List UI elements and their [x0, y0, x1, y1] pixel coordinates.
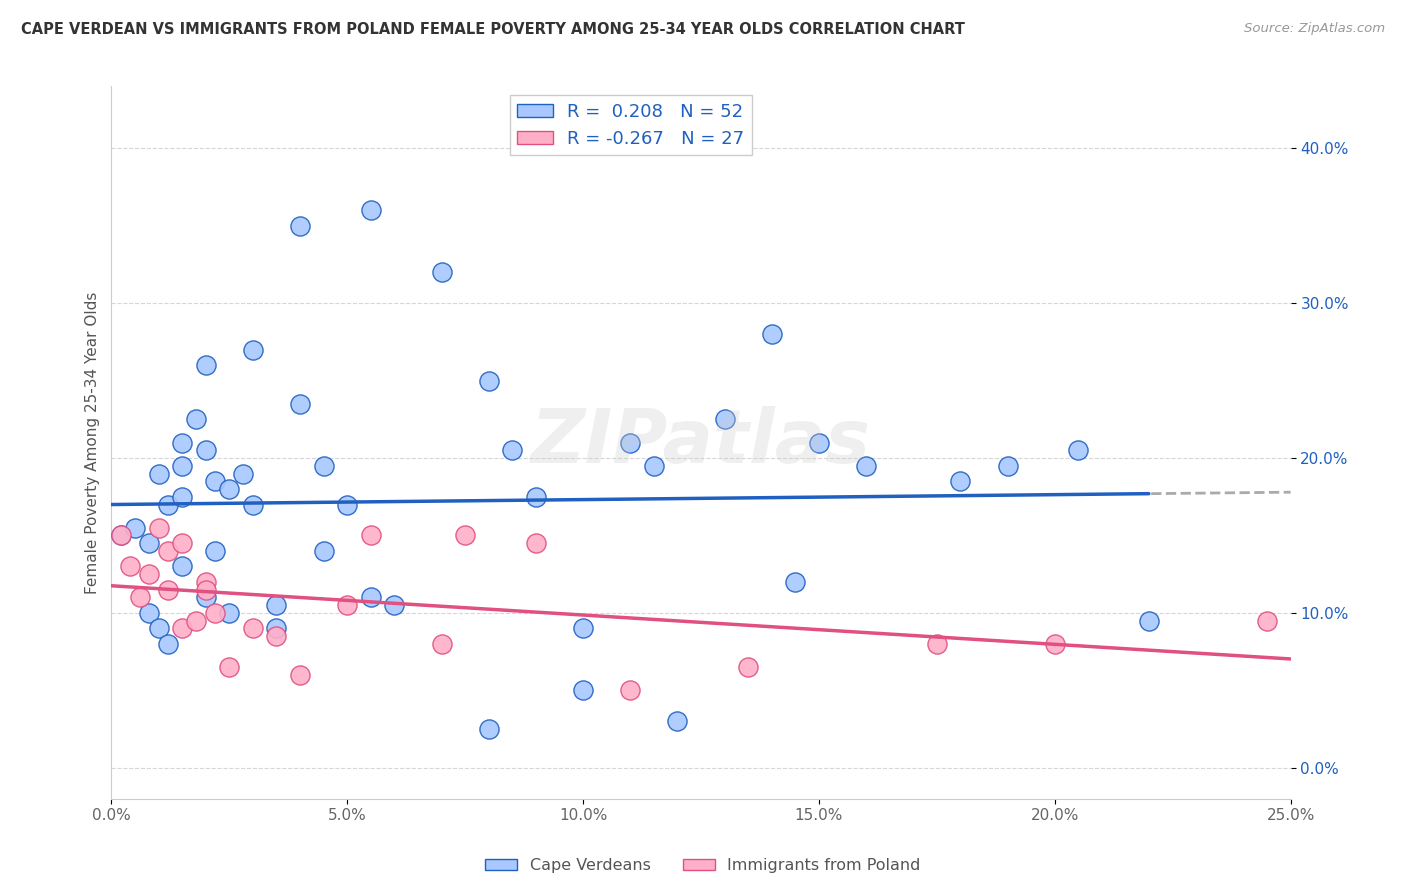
Point — [172, 435, 194, 450]
Point — [855, 458, 877, 473]
Point — [172, 559, 194, 574]
Point — [156, 498, 179, 512]
Point — [194, 582, 217, 597]
Point — [1043, 637, 1066, 651]
Point — [288, 219, 311, 233]
Point — [186, 614, 208, 628]
Point — [172, 490, 194, 504]
Point — [384, 598, 406, 612]
Point — [138, 567, 160, 582]
Point — [925, 637, 948, 651]
Legend: R =  0.208   N = 52, R = -0.267   N = 27: R = 0.208 N = 52, R = -0.267 N = 27 — [509, 95, 752, 155]
Point — [524, 536, 547, 550]
Point — [110, 528, 132, 542]
Point — [619, 435, 641, 450]
Point — [148, 621, 170, 635]
Point — [218, 660, 240, 674]
Point — [807, 435, 830, 450]
Point — [266, 621, 288, 635]
Point — [242, 498, 264, 512]
Point — [785, 574, 807, 589]
Point — [454, 528, 477, 542]
Point — [737, 660, 759, 674]
Point — [218, 606, 240, 620]
Point — [232, 467, 254, 481]
Point — [713, 412, 735, 426]
Point — [156, 582, 179, 597]
Point — [572, 621, 595, 635]
Point — [186, 412, 208, 426]
Point — [360, 528, 382, 542]
Point — [524, 490, 547, 504]
Point — [172, 621, 194, 635]
Point — [949, 475, 972, 489]
Point — [501, 443, 523, 458]
Point — [148, 467, 170, 481]
Point — [430, 637, 453, 651]
Point — [156, 544, 179, 558]
Point — [138, 606, 160, 620]
Point — [242, 621, 264, 635]
Point — [110, 528, 132, 542]
Point — [666, 714, 689, 729]
Text: ZIPatlas: ZIPatlas — [531, 406, 870, 479]
Point — [172, 536, 194, 550]
Point — [128, 591, 150, 605]
Point — [266, 629, 288, 643]
Point — [478, 722, 501, 736]
Point — [204, 475, 226, 489]
Point — [194, 358, 217, 372]
Point — [761, 327, 783, 342]
Legend: Cape Verdeans, Immigrants from Poland: Cape Verdeans, Immigrants from Poland — [479, 852, 927, 880]
Point — [204, 606, 226, 620]
Point — [430, 265, 453, 279]
Point — [619, 683, 641, 698]
Point — [572, 683, 595, 698]
Point — [194, 443, 217, 458]
Point — [124, 521, 146, 535]
Point — [194, 574, 217, 589]
Point — [643, 458, 665, 473]
Point — [1067, 443, 1090, 458]
Point — [360, 591, 382, 605]
Point — [266, 598, 288, 612]
Point — [1256, 614, 1278, 628]
Point — [138, 536, 160, 550]
Text: CAPE VERDEAN VS IMMIGRANTS FROM POLAND FEMALE POVERTY AMONG 25-34 YEAR OLDS CORR: CAPE VERDEAN VS IMMIGRANTS FROM POLAND F… — [21, 22, 965, 37]
Text: Source: ZipAtlas.com: Source: ZipAtlas.com — [1244, 22, 1385, 36]
Point — [312, 458, 335, 473]
Point — [242, 343, 264, 357]
Y-axis label: Female Poverty Among 25-34 Year Olds: Female Poverty Among 25-34 Year Olds — [86, 292, 100, 594]
Point — [288, 668, 311, 682]
Point — [156, 637, 179, 651]
Point — [997, 458, 1019, 473]
Point — [194, 591, 217, 605]
Point — [1137, 614, 1160, 628]
Point — [172, 458, 194, 473]
Point — [478, 374, 501, 388]
Point — [148, 521, 170, 535]
Point — [218, 482, 240, 496]
Point — [120, 559, 142, 574]
Point — [288, 397, 311, 411]
Point — [336, 598, 359, 612]
Point — [336, 498, 359, 512]
Point — [312, 544, 335, 558]
Point — [204, 544, 226, 558]
Point — [360, 203, 382, 218]
